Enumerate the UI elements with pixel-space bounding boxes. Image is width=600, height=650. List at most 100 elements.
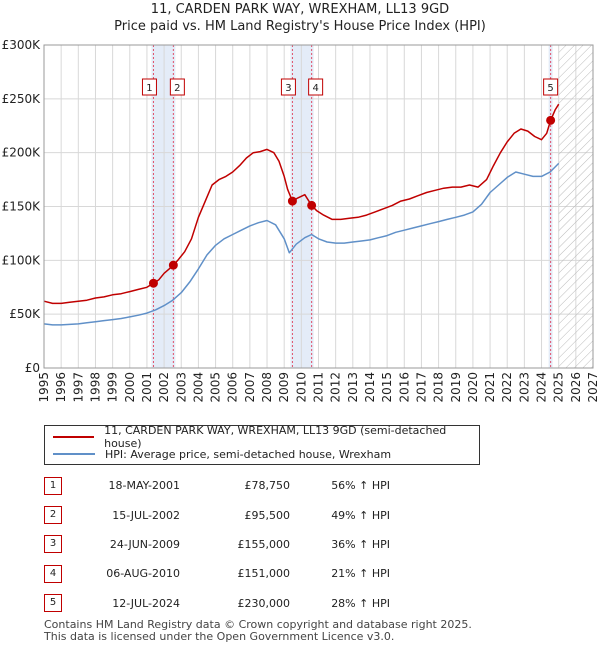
sale-price: £95,500 (244, 508, 291, 522)
x-tick-label: 2017 (414, 372, 428, 403)
sale-hpi-change: 56% ↑ HPI (331, 479, 390, 493)
x-tick-label: 2000 (123, 372, 137, 403)
x-tick-label: 2020 (466, 372, 480, 403)
sale-date: 15-JUL-2002 (112, 508, 180, 522)
x-tick-label: 2027 (586, 372, 600, 403)
x-tick-label: 2018 (432, 372, 446, 403)
sale-point (287, 196, 297, 206)
sale-callout: 1 (141, 78, 157, 96)
x-tick-label: 2025 (552, 372, 566, 403)
legend-swatch-property (53, 436, 95, 438)
sale-callout-label: 1 (146, 83, 152, 94)
sale-callout-label: 3 (285, 83, 291, 94)
sale-hpi-change: 49% ↑ HPI (331, 508, 390, 522)
x-tick-label: 2026 (569, 372, 583, 403)
legend-label-hpi: HPI: Average price, semi-detached house,… (105, 447, 392, 461)
legend-item-property: 11, CARDEN PARK WAY, WREXHAM, LL13 9GD (… (53, 424, 479, 450)
sale-date: 06-AUG-2010 (106, 567, 180, 581)
sale-point (168, 260, 178, 270)
x-tick-label: 2016 (397, 372, 411, 403)
sale-callout-label: 2 (174, 83, 180, 94)
legend-item-hpi: HPI: Average price, semi-detached house,… (53, 446, 391, 462)
table-row: 3 24-JUN-2009 £155,000 36% ↑ HPI (44, 530, 390, 559)
sale-callout-label: 5 (547, 83, 553, 94)
x-tick-label: 2013 (346, 372, 360, 403)
sale-date: 24-JUN-2009 (109, 537, 180, 551)
y-tick-label: £150K (2, 200, 42, 214)
chart-legend: 11, CARDEN PARK WAY, WREXHAM, LL13 9GD (… (44, 424, 480, 465)
table-row: 5 12-JUL-2024 £230,000 28% ↑ HPI (44, 589, 390, 618)
y-tick-label: £50K (9, 307, 41, 321)
sale-point (307, 200, 317, 210)
x-tick-label: 1999 (106, 372, 120, 403)
x-tick-label: 1996 (54, 372, 68, 403)
sale-price: £230,000 (237, 596, 291, 610)
x-tick-label: 2005 (209, 372, 223, 403)
sale-callout-box (543, 78, 559, 96)
x-tick-label: 2022 (500, 372, 514, 403)
x-tick-label: 2008 (260, 372, 274, 403)
y-tick-label: £0 (25, 361, 40, 375)
x-tick-label: 2004 (191, 372, 205, 403)
forecast-region (558, 45, 593, 368)
sale-hpi-change: 21% ↑ HPI (331, 567, 390, 581)
sale-callout-box (280, 78, 296, 96)
y-tick-label: £300K (2, 38, 42, 52)
x-tick-label: 2014 (363, 372, 377, 403)
x-tick-label: 2015 (380, 372, 394, 403)
chart-title: 11, CARDEN PARK WAY, WREXHAM, LL13 9GD (150, 2, 450, 17)
x-tick-label: 2006 (226, 372, 240, 403)
x-tick-label: 2002 (157, 372, 171, 403)
sale-callout-box (141, 78, 157, 96)
sale-price: £151,000 (237, 567, 291, 581)
sale-date: 12-JUL-2024 (112, 596, 180, 610)
sale-price: £155,000 (237, 537, 291, 551)
sale-callout-box (169, 78, 185, 96)
x-tick-label: 1995 (37, 372, 51, 403)
price-chart: 1 2 3 4 5 £0 £50K £100K £150K £200K £250K £300K 1995… (2, 38, 600, 403)
sale-date: 18-MAY-2001 (108, 479, 180, 493)
table-row: 1 18-MAY-2001 £78,750 56% ↑ HPI (44, 471, 390, 500)
x-tick-label: 2012 (329, 372, 343, 403)
chart-subtitle: Price paid vs. HM Land Registry's House … (114, 19, 486, 34)
sale-point (148, 278, 158, 288)
x-tick-label: 2021 (483, 372, 497, 403)
x-tick-label: 1998 (88, 372, 102, 403)
sale-number-badge: 4 (44, 564, 62, 583)
sale-point (546, 115, 556, 125)
sales-table: 1 18-MAY-2001 £78,750 56% ↑ HPI 2 15-JUL… (44, 471, 390, 618)
y-tick-label: £200K (2, 146, 42, 160)
x-tick-label: 2010 (294, 372, 308, 403)
sale-number-badge: 2 (44, 506, 62, 525)
attribution-footer: Contains HM Land Registry data © Crown c… (44, 619, 472, 642)
table-row: 2 15-JUL-2002 £95,500 49% ↑ HPI (44, 500, 390, 529)
table-row: 4 06-AUG-2010 £151,000 21% ↑ HPI (44, 559, 390, 588)
y-tick-label: £250K (2, 92, 42, 106)
x-tick-label: 2007 (243, 372, 257, 403)
attribution-line-2: This data is licensed under the Open Gov… (44, 629, 395, 643)
sale-number-badge: 5 (44, 594, 62, 613)
sale-callout: 5 (543, 78, 559, 96)
hpi-line (43, 162, 560, 326)
sale-callout: 2 (169, 78, 185, 96)
x-tick-label: 2011 (312, 372, 326, 403)
sale-callout-box (308, 78, 324, 96)
sale-number-badge: 1 (44, 476, 62, 495)
sale-hpi-change: 28% ↑ HPI (331, 596, 390, 610)
sale-number-badge: 3 (44, 535, 62, 554)
x-tick-label: 2024 (535, 372, 549, 403)
sale-callout: 3 (280, 78, 296, 96)
legend-label-property: 11, CARDEN PARK WAY, WREXHAM, LL13 9GD (… (104, 424, 447, 450)
legend-swatch-hpi (53, 453, 95, 455)
sale-hpi-change: 36% ↑ HPI (331, 537, 390, 551)
sale-price: £78,750 (244, 479, 291, 493)
x-tick-label: 2001 (140, 372, 154, 403)
x-tick-label: 2003 (174, 372, 188, 403)
sale-callout-label: 4 (312, 83, 318, 94)
plot-frame (43, 44, 594, 369)
x-tick-label: 1997 (71, 372, 85, 403)
y-tick-label: £100K (2, 253, 42, 267)
x-tick-label: 2023 (517, 372, 531, 403)
attribution-line-1: Contains HM Land Registry data © Crown c… (44, 618, 472, 631)
x-tick-label: 2009 (277, 372, 291, 403)
